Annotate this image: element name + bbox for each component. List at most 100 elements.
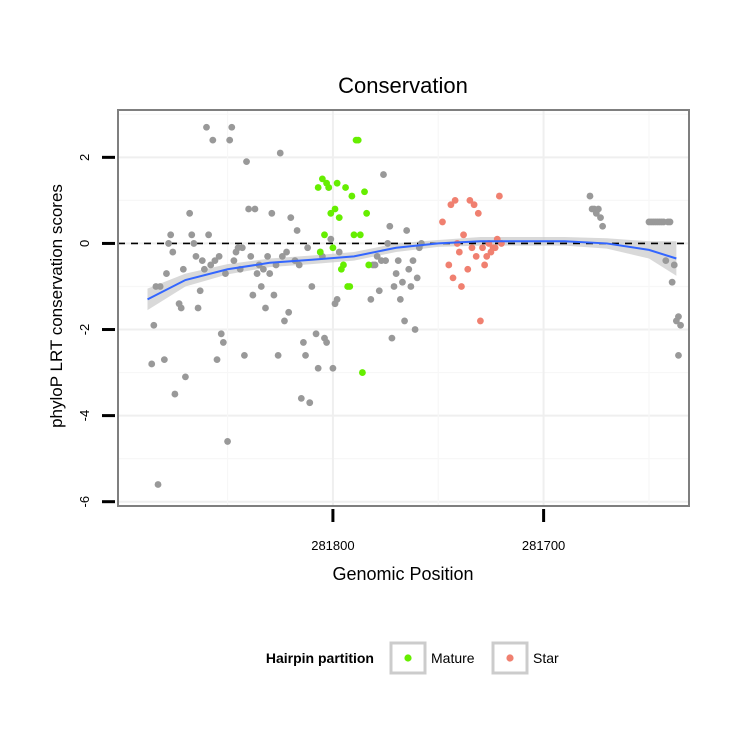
point-other: [169, 248, 177, 256]
point-other: [148, 360, 156, 368]
point-mature: [365, 261, 373, 269]
point-star: [470, 201, 478, 209]
point-other: [262, 304, 269, 312]
legend-key-mature: [389, 641, 427, 675]
point-other: [274, 351, 282, 359]
point-other: [219, 339, 227, 346]
point-other: [167, 231, 175, 239]
point-other: [329, 364, 337, 372]
point-other: [217, 330, 225, 338]
point-other: [300, 339, 307, 346]
point-other: [154, 481, 162, 488]
plot-panel: 2 0 -2 -4 -6 281800 281700: [77, 109, 690, 553]
point-star: [458, 283, 465, 290]
point-mature: [318, 175, 326, 183]
point-other: [396, 295, 404, 303]
point-other: [259, 265, 267, 273]
point-other: [670, 261, 678, 269]
point-other: [666, 218, 674, 226]
point-other: [226, 136, 234, 144]
point-other: [382, 257, 389, 265]
point-mature: [363, 209, 371, 217]
point-other: [209, 136, 217, 144]
point-other: [297, 394, 305, 402]
point-other: [196, 287, 204, 295]
point-star: [481, 261, 489, 269]
point-other: [312, 330, 320, 338]
point-other: [384, 240, 392, 247]
point-star: [474, 209, 482, 217]
point-star: [445, 261, 453, 269]
point-other: [323, 339, 330, 346]
point-other: [662, 257, 670, 265]
y-tick-label: -6: [77, 496, 92, 508]
point-other: [401, 317, 408, 325]
point-other: [253, 270, 261, 277]
point-mature: [354, 136, 362, 144]
point-other: [276, 149, 284, 157]
point-mature: [329, 244, 337, 252]
point-other: [238, 244, 246, 252]
point-other: [677, 321, 684, 329]
point-other: [287, 214, 295, 222]
point-mature: [314, 184, 322, 191]
point-star: [464, 265, 472, 273]
point-other: [230, 257, 238, 265]
point-other: [335, 248, 343, 256]
point-other: [327, 235, 335, 243]
point-other: [150, 321, 158, 329]
point-other: [407, 283, 415, 290]
point-other: [249, 291, 257, 299]
y-tick-label: -2: [77, 324, 92, 336]
point-other: [375, 287, 383, 295]
point-other: [192, 252, 200, 260]
point-other: [278, 252, 286, 260]
point-other: [597, 214, 604, 222]
point-mature: [342, 184, 349, 191]
point-other: [198, 257, 206, 265]
point-mature: [327, 209, 335, 217]
point-other: [283, 248, 290, 256]
point-other: [599, 222, 607, 230]
smooth-trend-line: [147, 240, 677, 301]
point-other: [380, 171, 387, 178]
x-tick-label: 281700: [522, 538, 565, 553]
point-mature: [316, 248, 324, 256]
point-other: [668, 278, 676, 286]
point-other: [222, 270, 229, 277]
point-mature: [356, 231, 364, 239]
point-other: [165, 240, 172, 247]
point-other: [405, 265, 413, 273]
point-star: [449, 274, 457, 282]
point-other: [399, 278, 406, 286]
point-other: [293, 227, 301, 234]
point-other: [302, 351, 309, 359]
point-other: [394, 257, 402, 265]
point-other: [306, 399, 314, 407]
point-other: [171, 390, 179, 398]
point-star: [472, 252, 480, 260]
point-mature: [321, 231, 328, 239]
point-other: [245, 205, 253, 213]
point-mature: [325, 184, 333, 191]
point-star: [495, 192, 503, 200]
point-other: [200, 265, 208, 273]
point-other: [594, 205, 602, 213]
x-axis-label: Genomic Position: [332, 564, 473, 584]
panel-background: [118, 110, 689, 506]
point-other: [367, 295, 375, 303]
point-other: [241, 351, 248, 359]
point-other: [304, 244, 312, 252]
point-mature: [335, 214, 343, 222]
point-mature: [346, 283, 354, 290]
point-other: [371, 261, 379, 269]
point-other: [285, 308, 293, 316]
point-star: [479, 244, 486, 252]
point-other: [215, 252, 223, 260]
point-other: [409, 257, 417, 265]
point-mature: [340, 261, 347, 269]
legend-marker-mature: [404, 654, 412, 662]
point-other: [314, 364, 322, 372]
point-star: [447, 201, 455, 209]
point-other: [211, 257, 219, 265]
